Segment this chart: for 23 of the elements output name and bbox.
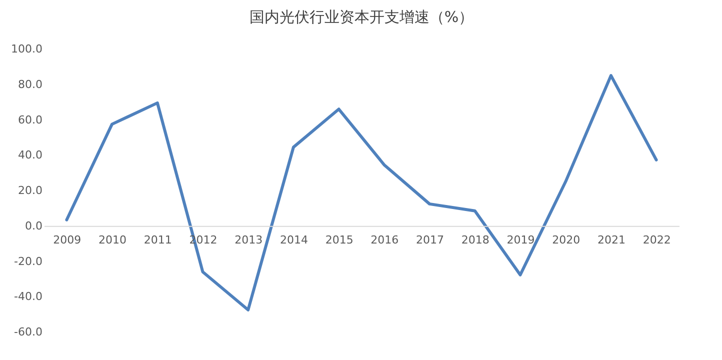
y-tick-label: 20.0 (18, 184, 42, 197)
x-tick-label: 2011 (144, 233, 172, 246)
x-tick-label: 2013 (234, 233, 263, 246)
x-tick-label: 2018 (461, 233, 490, 246)
y-tick-label: 80.0 (18, 78, 42, 91)
y-tick-label: -60.0 (14, 326, 42, 338)
x-tick-label: 2014 (280, 233, 308, 246)
x-tick-label: 2016 (370, 233, 399, 246)
x-tick-label: 2022 (642, 233, 671, 246)
y-tick-label: 60.0 (18, 113, 42, 126)
x-tick-label: 2019 (506, 233, 535, 246)
y-tick-label: -40.0 (14, 290, 42, 304)
y-tick-label: 100.0 (11, 42, 42, 56)
y-tick-label: 0.0 (25, 219, 42, 232)
x-tick-label: 2010 (98, 233, 127, 246)
x-tick-label: 2009 (53, 233, 82, 246)
x-tick-label: 2021 (597, 233, 626, 246)
x-tick-label: 2017 (416, 233, 444, 246)
x-tick-label: 2020 (552, 233, 580, 246)
x-tick-label: 2015 (325, 233, 354, 246)
chart-title: 国内光伏行业资本开支增速（%） (249, 8, 474, 26)
y-tick-label: -20.0 (14, 254, 42, 268)
y-tick-label: 40.0 (18, 148, 42, 162)
